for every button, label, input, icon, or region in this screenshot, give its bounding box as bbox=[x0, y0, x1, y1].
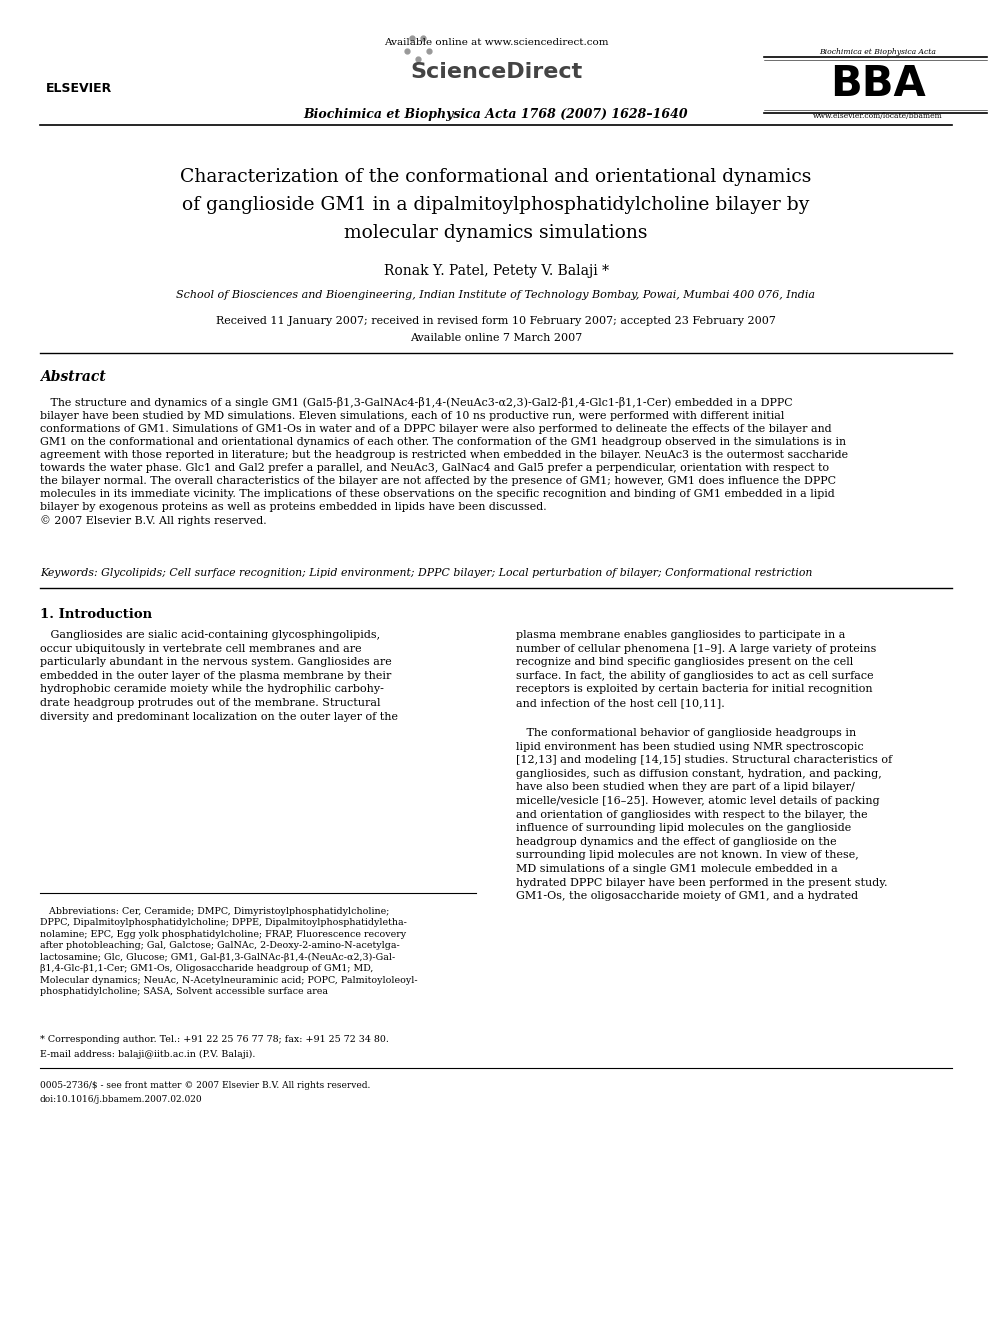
Text: Abbreviations: Cer, Ceramide; DMPC, Dimyristoylphosphatidylcholine;
DPPC, Dipalm: Abbreviations: Cer, Ceramide; DMPC, Dimy… bbox=[40, 908, 418, 996]
Text: plasma membrane enables gangliosides to participate in a
number of cellular phen: plasma membrane enables gangliosides to … bbox=[516, 630, 876, 708]
Text: 1. Introduction: 1. Introduction bbox=[40, 609, 152, 620]
Text: doi:10.1016/j.bbamem.2007.02.020: doi:10.1016/j.bbamem.2007.02.020 bbox=[40, 1095, 202, 1103]
Text: Biochimica et Biophysica Acta 1768 (2007) 1628–1640: Biochimica et Biophysica Acta 1768 (2007… bbox=[304, 108, 688, 120]
Text: The conformational behavior of ganglioside headgroups in
lipid environment has b: The conformational behavior of gangliosi… bbox=[516, 728, 892, 901]
Text: E-mail address: balaji@iitb.ac.in (P.V. Balaji).: E-mail address: balaji@iitb.ac.in (P.V. … bbox=[40, 1050, 255, 1060]
Text: Received 11 January 2007; received in revised form 10 February 2007; accepted 23: Received 11 January 2007; received in re… bbox=[216, 316, 776, 325]
Text: Keywords: Glycolipids; Cell surface recognition; Lipid environment; DPPC bilayer: Keywords: Glycolipids; Cell surface reco… bbox=[40, 568, 812, 578]
Text: Available online 7 March 2007: Available online 7 March 2007 bbox=[410, 333, 582, 343]
Text: of ganglioside GM1 in a dipalmitoylphosphatidylcholine bilayer by: of ganglioside GM1 in a dipalmitoylphosp… bbox=[183, 196, 809, 214]
Text: molecular dynamics simulations: molecular dynamics simulations bbox=[344, 224, 648, 242]
Text: Characterization of the conformational and orientational dynamics: Characterization of the conformational a… bbox=[181, 168, 811, 187]
Text: The structure and dynamics of a single GM1 (Gal5-β1,3-GalNAc4-β1,4-(NeuAc3-α2,3): The structure and dynamics of a single G… bbox=[40, 397, 848, 527]
Text: Available online at www.sciencedirect.com: Available online at www.sciencedirect.co… bbox=[384, 38, 608, 48]
Text: * Corresponding author. Tel.: +91 22 25 76 77 78; fax: +91 25 72 34 80.: * Corresponding author. Tel.: +91 22 25 … bbox=[40, 1035, 389, 1044]
Text: 0005-2736/$ - see front matter © 2007 Elsevier B.V. All rights reserved.: 0005-2736/$ - see front matter © 2007 El… bbox=[40, 1081, 370, 1090]
Text: Abstract: Abstract bbox=[40, 370, 105, 384]
Text: School of Biosciences and Bioengineering, Indian Institute of Technology Bombay,: School of Biosciences and Bioengineering… bbox=[177, 290, 815, 300]
Text: www.elsevier.com/locate/bbamem: www.elsevier.com/locate/bbamem bbox=[813, 112, 942, 120]
Text: Ronak Y. Patel, Petety V. Balaji *: Ronak Y. Patel, Petety V. Balaji * bbox=[384, 265, 608, 278]
Text: ScienceDirect: ScienceDirect bbox=[410, 62, 582, 82]
Text: BBA: BBA bbox=[830, 64, 926, 105]
Text: Gangliosides are sialic acid-containing glycosphingolipids,
occur ubiquitously i: Gangliosides are sialic acid-containing … bbox=[40, 630, 398, 721]
Text: Biochimica et Biophysica Acta: Biochimica et Biophysica Acta bbox=[819, 48, 936, 56]
Text: ELSEVIER: ELSEVIER bbox=[47, 82, 112, 95]
